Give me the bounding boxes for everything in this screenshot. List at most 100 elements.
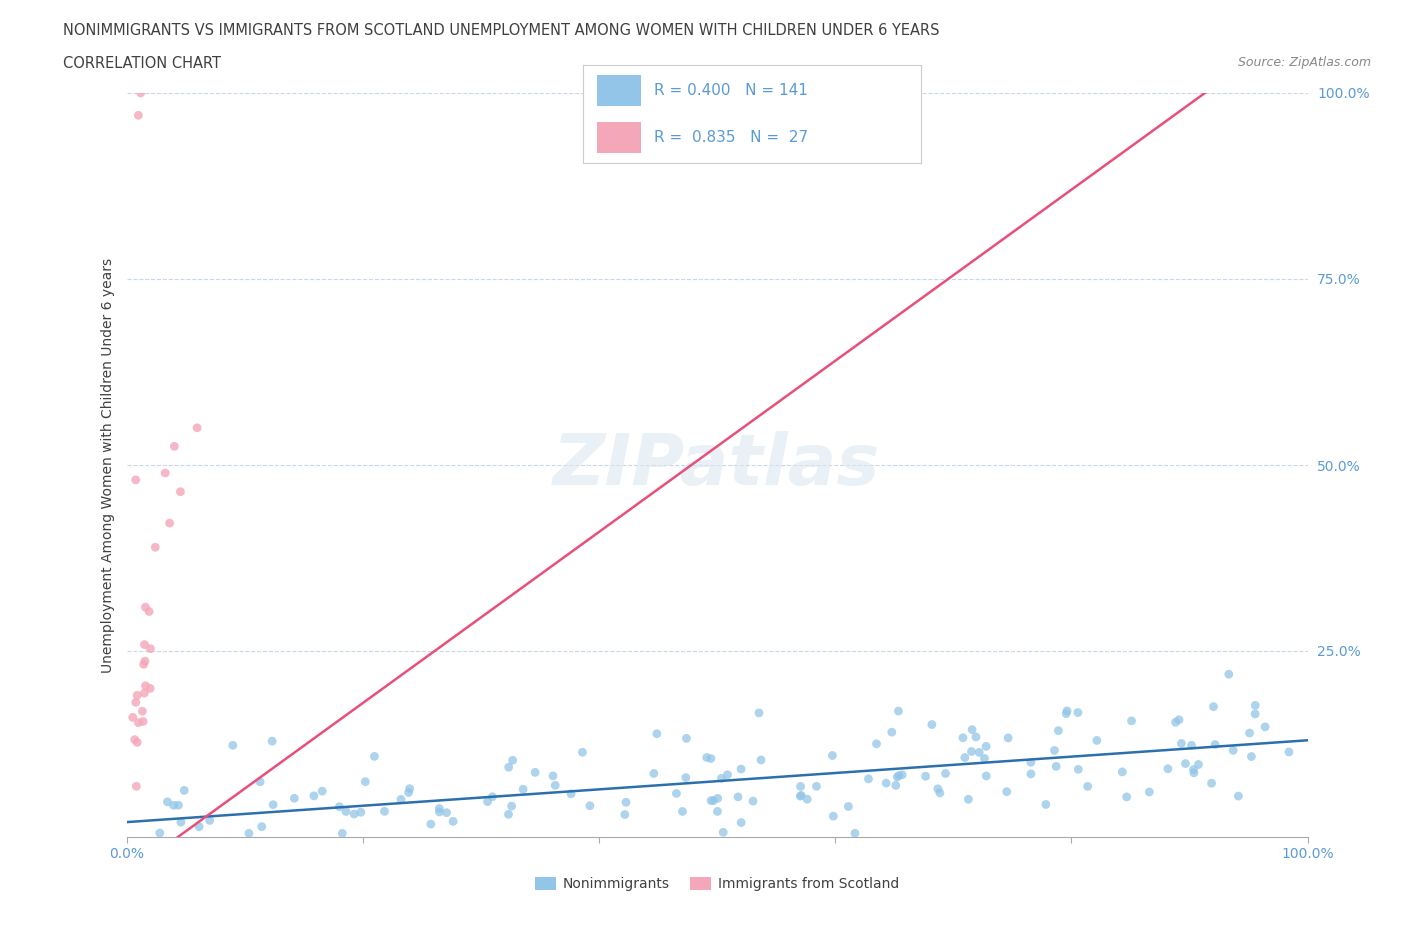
Point [571,745,593,760]
Point [957,791,980,806]
Point [125,695,148,710]
Point [700,751,723,766]
Point [1240,749,1263,764]
Point [965,729,987,744]
Point [1168,712,1191,727]
Point [188,819,211,834]
Point [1157,762,1180,777]
Point [125,778,148,793]
Point [134,685,156,700]
Point [1115,790,1137,804]
Point [544,777,567,792]
Point [167,798,190,813]
Point [953,751,976,765]
Point [134,600,156,615]
Point [501,799,523,814]
Point [858,772,880,787]
Point [249,775,271,790]
Point [1019,755,1042,770]
Point [844,826,866,841]
Point [121,710,143,724]
Point [997,730,1019,745]
Point [1244,698,1267,713]
Point [373,804,395,818]
Point [398,781,420,796]
Text: Source: ZipAtlas.com: Source: ZipAtlas.com [1237,56,1371,69]
Point [1182,765,1205,780]
Point [671,804,693,818]
Point [700,793,723,808]
Point [749,752,772,767]
Bar [598,122,641,153]
Point [614,795,637,810]
Point [921,717,943,732]
Point [1170,736,1192,751]
Point [974,739,997,754]
Point [311,784,333,799]
Point [748,706,770,721]
Point [127,735,149,750]
Point [865,737,887,751]
Text: ZIPatlas: ZIPatlas [554,431,880,499]
Point [127,688,149,703]
Point [477,794,499,809]
Point [1174,756,1197,771]
Point [716,767,738,782]
Point [645,726,668,741]
Point [806,779,828,794]
Point [1056,703,1078,718]
Point [436,805,458,820]
Point [711,825,734,840]
Point [343,806,366,821]
Point [1278,745,1301,760]
Point [441,814,464,829]
Point [560,787,582,802]
Point [156,794,179,809]
Point [427,801,450,816]
Point [354,775,377,790]
Point [262,797,284,812]
Point [134,637,156,652]
Point [138,604,160,619]
Point [790,788,813,803]
Point [262,734,284,749]
Point [328,799,350,814]
Point [1054,706,1077,721]
Point [159,515,181,530]
Point [952,730,974,745]
Point [512,782,534,797]
Point [837,799,859,814]
Point [934,766,956,781]
Point [524,765,547,780]
Point [163,439,186,454]
Point [995,784,1018,799]
Point [198,813,221,828]
Point [1244,707,1267,722]
Point [1111,764,1133,779]
Point [149,826,172,841]
Point [789,779,811,794]
Point [1121,713,1143,728]
Point [169,485,191,499]
Point [710,771,733,786]
Point [143,539,166,554]
Point [222,737,245,752]
Point [170,815,193,830]
Point [696,751,718,765]
Y-axis label: Unemployment Among Women with Children Under 6 years: Unemployment Among Women with Children U… [101,258,115,672]
Point [730,762,752,777]
Point [186,420,208,435]
Point [541,768,564,783]
Text: NONIMMIGRANTS VS IMMIGRANTS FROM SCOTLAND UNEMPLOYMENT AMONG WOMEN WITH CHILDREN: NONIMMIGRANTS VS IMMIGRANTS FROM SCOTLAN… [63,23,939,38]
Point [132,714,155,729]
Point [613,807,636,822]
Point [1085,733,1108,748]
Point [398,785,420,800]
Point [1067,762,1090,777]
Point [1187,757,1209,772]
Point [1067,705,1090,720]
Point [796,791,818,806]
Point [419,817,441,831]
Point [1239,725,1261,740]
Point [884,777,907,792]
